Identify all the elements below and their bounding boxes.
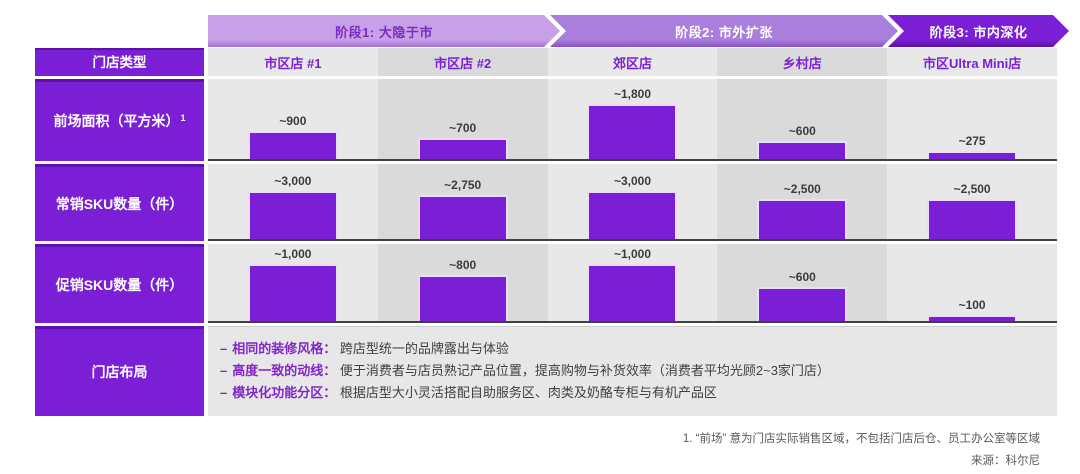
bar xyxy=(927,315,1018,321)
bar xyxy=(417,275,508,321)
bar xyxy=(247,264,338,321)
bar-value-label: ~1,800 xyxy=(613,87,652,101)
chart-cell: ~2,500 xyxy=(887,164,1057,239)
bar xyxy=(757,141,848,159)
phase-banner-3: 阶段3: 市内深化 xyxy=(888,15,1069,47)
bar-value-label: ~2,750 xyxy=(444,178,482,192)
row-label-front-area: 前场面积（平方米）1 xyxy=(35,79,204,161)
chart-cell: ~1,800 xyxy=(547,79,718,159)
chart-cell: ~3,000 xyxy=(547,164,718,239)
row-label-regular-sku: 常销SKU数量（件） xyxy=(35,164,204,241)
row-store-layout: 门店布局 – 相同的装修风格： 跨店型统一的品牌露出与体验 – 高度一致的动线： 便… xyxy=(35,326,1057,416)
bullet-item: – 高度一致的动线： 便于消费者与店员熟记产品位置，提高购物与补货效率（消费者平均… xyxy=(220,360,1043,382)
bar xyxy=(927,151,1018,159)
bar-value-label: ~275 xyxy=(958,134,986,148)
chart-cell: ~100 xyxy=(887,244,1057,321)
phase-1-label: 阶段1: 大隐于市 xyxy=(335,24,433,40)
bar-value-label: ~100 xyxy=(958,298,986,312)
column-header-row: 市区店 #1 市区店 #2 郊区店 乡村店 市区Ultra Mini店 xyxy=(208,48,1057,76)
chart-cell: ~3,000 xyxy=(208,164,378,239)
bar-value-label: ~2,500 xyxy=(783,182,821,196)
footer: 1. “前场” 意为门店实际销售区域，不包括门店后仓、员工办公室等区域 来源：科… xyxy=(683,429,1040,473)
chart-cell: ~1,000 xyxy=(547,244,718,321)
column-header-3: 郊区店 xyxy=(547,48,718,76)
chart-cell: ~275 xyxy=(887,79,1057,159)
chart-cell: ~2,500 xyxy=(717,164,888,239)
column-header-4: 乡村店 xyxy=(717,48,888,76)
chart-cell: ~600 xyxy=(717,244,888,321)
bar xyxy=(927,199,1018,239)
phase-2-label: 阶段2: 市外扩张 xyxy=(675,24,773,40)
bar xyxy=(587,191,678,239)
chart-cell: ~2,750 xyxy=(377,164,548,239)
bullet-term: 相同的装修风格： xyxy=(232,341,337,356)
column-header-2: 市区店 #2 xyxy=(377,48,548,76)
chart-row-regular-sku: ~3,000 ~2,750 ~3,000 ~2,500 ~2,500 xyxy=(208,164,1057,241)
bar xyxy=(417,195,508,239)
store-layout-bullets: – 相同的装修风格： 跨店型统一的品牌露出与体验 – 高度一致的动线： 便于消费者与… xyxy=(208,326,1057,416)
bullet-dash: – xyxy=(220,341,228,356)
bullet-item: – 相同的装修风格： 跨店型统一的品牌露出与体验 xyxy=(220,338,1043,360)
row-label-store-layout: 门店布局 xyxy=(35,326,204,416)
bar-value-label: ~600 xyxy=(788,270,816,284)
column-header-5: 市区Ultra Mini店 xyxy=(887,48,1057,76)
bar-value-label: ~3,000 xyxy=(274,174,312,188)
chart-cell: ~800 xyxy=(377,244,548,321)
bar-value-label: ~1,000 xyxy=(274,247,312,261)
bar-value-label: ~700 xyxy=(449,121,477,135)
row-front-area: 前场面积（平方米）1 ~900 ~700 ~1,800 ~600 ~275 xyxy=(35,79,1057,161)
bullet-term: 模块化功能分区： xyxy=(232,385,337,400)
row-promo-sku: 促销SKU数量（件） ~1,000 ~800 ~1,000 ~600 ~100 xyxy=(35,244,1057,323)
bullet-item: – 模块化功能分区： 根据店型大小灵活搭配自助服务区、肉类及奶酪专柜与有机产品区 xyxy=(220,382,1043,404)
phase-banner-2: 阶段2: 市外扩张 xyxy=(550,15,898,47)
phase-banner-1: 阶段1: 大隐于市 xyxy=(208,15,560,47)
bullet-desc: 根据店型大小灵活搭配自助服务区、肉类及奶酪专柜与有机产品区 xyxy=(339,385,717,400)
bar-value-label: ~900 xyxy=(279,114,307,128)
bullet-desc: 跨店型统一的品牌露出与体验 xyxy=(339,341,509,356)
chart-cell: ~600 xyxy=(717,79,888,159)
chart-row-front-area: ~900 ~700 ~1,800 ~600 ~275 xyxy=(208,79,1057,161)
bar xyxy=(587,104,678,159)
bar xyxy=(757,199,848,239)
bar xyxy=(247,191,338,239)
source-label: 来源：科尔尼 xyxy=(971,454,1040,467)
bullet-dash: – xyxy=(220,363,228,378)
bar xyxy=(417,138,508,159)
row-label-promo-sku: 促销SKU数量（件） xyxy=(35,244,204,323)
row-regular-sku: 常销SKU数量（件） ~3,000 ~2,750 ~3,000 ~2,500 ~2,50… xyxy=(35,164,1057,241)
phase-3-label: 阶段3: 市内深化 xyxy=(929,24,1028,40)
column-header-band: 门店类型 市区店 #1 市区店 #2 郊区店 乡村店 市区Ultra Mini店 xyxy=(35,48,1057,76)
bar-value-label: ~800 xyxy=(449,258,477,272)
store-format-table: 阶段1: 大隐于市 阶段2: 市外扩张 阶段3: 市内深化 门店类型 市区店 #… xyxy=(35,15,1057,419)
bullet-dash: – xyxy=(220,385,228,400)
footnote-text: 1. “前场” 意为门店实际销售区域，不包括门店后仓、员工办公室等区域 xyxy=(682,433,1040,445)
bar-value-label: ~2,500 xyxy=(953,182,991,196)
bar xyxy=(247,131,338,159)
bullet-desc: 便于消费者与店员熟记产品位置，提高购物与补货效率（消费者平均光顾2~3家门店） xyxy=(339,363,830,378)
bar-value-label: ~3,000 xyxy=(613,174,652,188)
column-header-1: 市区店 #1 xyxy=(208,48,378,76)
bar-value-label: ~600 xyxy=(788,124,816,138)
bar xyxy=(757,287,848,321)
chart-cell: ~700 xyxy=(377,79,548,159)
phase-banner-row: 阶段1: 大隐于市 阶段2: 市外扩张 阶段3: 市内深化 xyxy=(208,15,1057,47)
footnote-marker: 1 xyxy=(180,112,186,123)
bar-value-label: ~1,000 xyxy=(613,247,652,261)
bar xyxy=(587,264,678,321)
chart-cell: ~900 xyxy=(208,79,378,159)
chart-row-promo-sku: ~1,000 ~800 ~1,000 ~600 ~100 xyxy=(208,244,1057,323)
corner-cell: 门店类型 xyxy=(35,48,204,76)
bullet-term: 高度一致的动线： xyxy=(232,363,337,378)
chart-cell: ~1,000 xyxy=(208,244,378,321)
